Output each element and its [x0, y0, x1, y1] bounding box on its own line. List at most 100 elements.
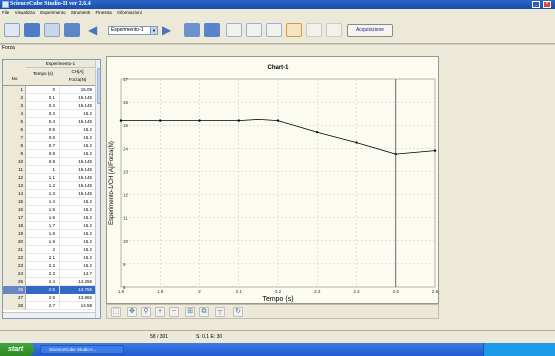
table-icon[interactable] [64, 23, 80, 37]
chart-xy-icon[interactable] [246, 23, 262, 37]
chart-area-icon[interactable] [286, 23, 302, 37]
open-folder-icon[interactable] [24, 23, 40, 37]
save-icon[interactable] [44, 23, 60, 37]
row-number: 2 [3, 94, 26, 102]
table-row[interactable]: 12 1.1 15.145 [3, 174, 95, 182]
chart-svg[interactable]: Chart-1 8 9 10 11 12 13 14 15 16 17 1.8 1.9 2 2.1 2.2 2.… [107, 57, 440, 305]
menu-informazioni[interactable]: Informazioni [117, 10, 142, 15]
status-bar: 58 / 301 S: 0.1 E: 30 [0, 330, 555, 343]
table-row[interactable]: 18 1.7 15.2 [3, 222, 95, 230]
row-number: 21 [3, 246, 26, 254]
force-cell: 15.2 [83, 207, 92, 212]
column-header-force[interactable]: Forza(N) [68, 77, 87, 82]
select-tool-icon[interactable]: ⬚ [111, 307, 121, 317]
display-icon[interactable] [204, 23, 220, 37]
scrollbar-thumb[interactable] [97, 68, 100, 104]
column-header-time[interactable]: Tempo (s) [32, 71, 53, 76]
acquire-button[interactable]: Acquisizione [347, 24, 393, 37]
force-cell: 15.2 [83, 255, 92, 260]
table-row[interactable]: 26 2.5 13.755 [3, 286, 95, 294]
data-point [159, 119, 162, 122]
table-row[interactable]: 11 1 15.145 [3, 166, 95, 174]
table-row[interactable]: 4 0.3 15.2 [3, 110, 95, 118]
table-row[interactable]: 21 2 15.2 [3, 246, 95, 254]
force-cell: 15.2 [83, 263, 92, 268]
row-number: 20 [3, 238, 26, 246]
time-cell: 2.1 [26, 254, 60, 262]
menu-finestra[interactable]: Finestra [95, 10, 112, 15]
zoom-in-icon[interactable]: + [155, 307, 165, 317]
table-vertical-scrollbar[interactable] [95, 60, 100, 318]
data-point [276, 119, 280, 122]
column-header-no[interactable]: No [11, 76, 18, 81]
table-row[interactable]: 15 1.4 15.2 [3, 198, 95, 206]
table-row[interactable]: 28 2.7 14.59 [3, 302, 95, 310]
table-row[interactable]: 14 1.3 15.145 [3, 190, 95, 198]
axis-settings-icon[interactable]: ┬ [215, 307, 225, 317]
chart-fit-icon[interactable] [306, 23, 322, 37]
table-row[interactable]: 19 1.8 15.2 [3, 230, 95, 238]
table-row[interactable]: 25 2.4 14.255 [3, 278, 95, 286]
zoom-out-icon[interactable]: − [169, 307, 179, 317]
refresh-icon[interactable]: ↻ [233, 307, 243, 317]
row-number: 19 [3, 230, 26, 238]
table-row[interactable]: 22 2.1 15.2 [3, 254, 95, 262]
row-number: 24 [3, 270, 26, 278]
table-row[interactable]: 10 0.9 15.145 [3, 158, 95, 166]
chart-line-icon[interactable] [226, 23, 242, 37]
new-file-icon[interactable] [4, 23, 20, 37]
table-row[interactable]: 9 0.8 15.2 [3, 150, 95, 158]
close-icon[interactable]: × [543, 1, 551, 8]
time-cell: 0.9 [26, 158, 60, 166]
start-button[interactable]: start [0, 343, 34, 356]
table-row[interactable]: 2 0.1 15.145 [3, 94, 95, 102]
taskbar-item[interactable]: ScienceCube Studio-I... [40, 345, 124, 354]
row-number: 15 [3, 198, 26, 206]
arrow-right-icon[interactable]: ▶ [162, 23, 172, 37]
sensor-icon[interactable] [184, 23, 200, 37]
table-row[interactable]: 3 0.2 15.145 [3, 102, 95, 110]
menu-esperimento[interactable]: Esperimento [40, 10, 66, 15]
menu-strumenti[interactable]: Strumenti [70, 10, 91, 15]
experiment-select[interactable]: Esperimento-1 ▼ [108, 26, 158, 35]
row-number: 8 [3, 142, 26, 150]
force-cell: 15.145 [78, 191, 92, 196]
table-row[interactable]: 7 0.6 15.2 [3, 134, 95, 142]
time-cell: 1.5 [26, 206, 60, 214]
x-tick-label: 1.9 [157, 289, 164, 294]
chart-multi-icon[interactable] [266, 23, 282, 37]
table-horizontal-scrollbar[interactable] [3, 312, 95, 318]
table-row[interactable]: 27 2.6 13.865 [3, 294, 95, 302]
table-row[interactable]: 20 1.9 15.2 [3, 238, 95, 246]
table-header: Esperimento-1 No Tempo (s) CH[A] Forza(N… [3, 60, 95, 86]
time-cell: 0.8 [26, 150, 60, 158]
chart-curve-icon[interactable] [326, 23, 342, 37]
table-row[interactable]: 16 1.5 15.2 [3, 206, 95, 214]
force-cell: 15.145 [78, 159, 92, 164]
row-number: 23 [3, 262, 26, 270]
menu-visualizza[interactable]: Visualizza [14, 10, 35, 15]
arrow-left-icon[interactable]: ◀ [88, 23, 98, 37]
table-row[interactable]: 5 0.4 15.145 [3, 118, 95, 126]
force-cell: 15.2 [83, 215, 92, 220]
table-row[interactable]: 1 0 15.09 [3, 86, 95, 94]
move-tool-icon[interactable]: ✥ [127, 307, 137, 317]
table-row[interactable]: 24 2.3 14.7 [3, 270, 95, 278]
table-row[interactable]: 23 2.2 15.2 [3, 262, 95, 270]
table-row[interactable]: 6 0.5 15.2 [3, 126, 95, 134]
force-cell: 13.755 [60, 286, 95, 294]
force-cell: 15.2 [83, 199, 92, 204]
time-cell: 0.7 [26, 142, 60, 150]
table-row[interactable]: 17 1.6 15.2 [3, 214, 95, 222]
x-axis-label: Tempo (s) [262, 296, 293, 303]
zoom-icon[interactable]: ⚲ [141, 307, 151, 317]
table-row[interactable]: 8 0.7 15.2 [3, 142, 95, 150]
data-select-icon[interactable]: ⊞ [185, 307, 195, 317]
menu-file[interactable]: File [2, 10, 10, 15]
y-tick-label: 14 [123, 146, 129, 151]
minimize-icon[interactable]: _ [532, 1, 540, 8]
table-row[interactable]: 13 1.2 15.145 [3, 182, 95, 190]
row-number: 12 [3, 174, 26, 182]
force-cell: 15.2 [83, 143, 92, 148]
data-copy-icon[interactable]: ⧉ [199, 307, 209, 317]
